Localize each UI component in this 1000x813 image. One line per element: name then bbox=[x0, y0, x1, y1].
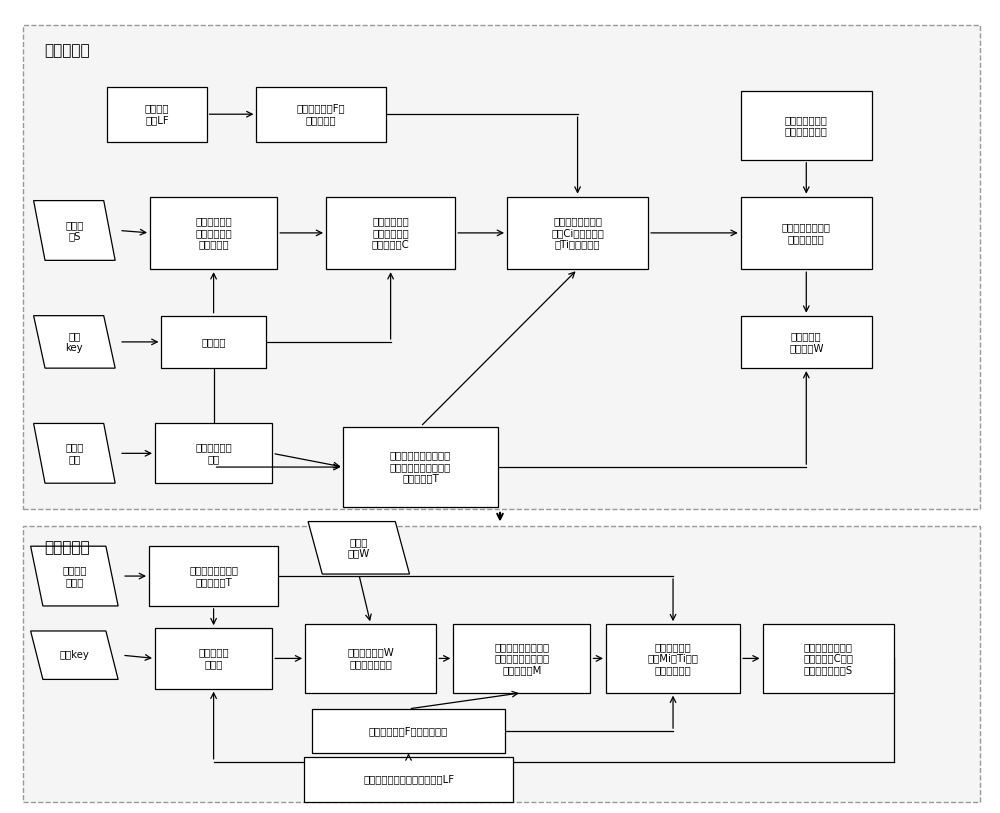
Text: 确定规则: 确定规则 bbox=[201, 337, 226, 347]
FancyBboxPatch shape bbox=[23, 526, 980, 802]
FancyBboxPatch shape bbox=[326, 197, 455, 269]
FancyBboxPatch shape bbox=[149, 546, 278, 606]
Text: 根据规则得到随写
文本文字列T: 根据规则得到随写 文本文字列T bbox=[189, 565, 238, 587]
Text: 建立一个只有根
节点的随写树丛: 建立一个只有根 节点的随写树丛 bbox=[785, 115, 828, 137]
Text: 提取过程：: 提取过程： bbox=[45, 540, 90, 554]
Text: 根据规则将二
进制串分段得
到分段序列C: 根据规则将二 进制串分段得 到分段序列C bbox=[372, 216, 409, 250]
FancyBboxPatch shape bbox=[741, 91, 872, 160]
FancyBboxPatch shape bbox=[23, 24, 980, 509]
FancyBboxPatch shape bbox=[453, 624, 590, 693]
FancyBboxPatch shape bbox=[155, 424, 272, 483]
Text: 随机选择载体
文本: 随机选择载体 文本 bbox=[195, 442, 232, 464]
Text: 嵌入过程：: 嵌入过程： bbox=[45, 43, 90, 59]
FancyBboxPatch shape bbox=[150, 197, 277, 269]
FancyBboxPatch shape bbox=[312, 709, 505, 754]
Text: 密鑰
key: 密鑰 key bbox=[66, 331, 83, 353]
FancyBboxPatch shape bbox=[155, 628, 272, 689]
Text: 根据规则标
识树丛为W: 根据规则标 识树丛为W bbox=[789, 331, 824, 353]
Polygon shape bbox=[31, 546, 118, 606]
Text: 层序遍历丛得到每一
层的一个元树，得到
元树标识列M: 层序遍历丛得到每一 层的一个元树，得到 元树标识列M bbox=[494, 641, 549, 675]
FancyBboxPatch shape bbox=[763, 624, 894, 693]
FancyBboxPatch shape bbox=[507, 197, 648, 269]
Text: 密鑰key: 密鑰key bbox=[59, 650, 89, 660]
Text: 依次将确定的元树
添加到树丛中: 依次将确定的元树 添加到树丛中 bbox=[782, 222, 831, 244]
Text: 模拟的载
体文本: 模拟的载 体文本 bbox=[62, 565, 87, 587]
FancyBboxPatch shape bbox=[305, 624, 436, 693]
Text: 根据规则依次
确定Mi、Ti对应
的二进制片段: 根据规则依次 确定Mi、Ti对应 的二进制片段 bbox=[648, 641, 699, 675]
Text: 建立元树空间F、并标识元树: 建立元树空间F、并标识元树 bbox=[369, 726, 448, 736]
FancyBboxPatch shape bbox=[107, 87, 207, 141]
Text: 依次确定由二进制
片段Ci和相应的文
字Ti对应的元树: 依次确定由二进制 片段Ci和相应的文 字Ti对应的元树 bbox=[551, 216, 604, 250]
FancyBboxPatch shape bbox=[161, 315, 266, 368]
FancyBboxPatch shape bbox=[256, 87, 386, 141]
Text: 根据规则对秘
密消息预处理
为二进制串: 根据规则对秘 密消息预处理 为二进制串 bbox=[195, 216, 232, 250]
Text: 随写树
标识W: 随写树 标识W bbox=[348, 537, 370, 559]
Text: 文本数
据库: 文本数 据库 bbox=[65, 442, 84, 464]
Text: 秘密消
息S: 秘密消 息S bbox=[65, 220, 84, 241]
Polygon shape bbox=[308, 522, 410, 574]
Text: 建立与发送方相同的特征空间LF: 建立与发送方相同的特征空间LF bbox=[363, 775, 454, 785]
Polygon shape bbox=[34, 315, 115, 368]
Text: 根据规则将树W
映射为随写树丛: 根据规则将树W 映射为随写树丛 bbox=[347, 648, 394, 669]
FancyBboxPatch shape bbox=[741, 197, 872, 269]
Text: 建立特征
空间LF: 建立特征 空间LF bbox=[145, 103, 169, 125]
Text: 连接二进制片段组
成二进制串C，并
转换为秘密消息S: 连接二进制片段组 成二进制串C，并 转换为秘密消息S bbox=[803, 641, 853, 675]
Polygon shape bbox=[31, 631, 118, 680]
Polygon shape bbox=[34, 201, 115, 260]
FancyBboxPatch shape bbox=[304, 758, 513, 802]
Text: 建立元树空间F、
并标识元树: 建立元树空间F、 并标识元树 bbox=[297, 103, 345, 125]
Polygon shape bbox=[34, 424, 115, 483]
FancyBboxPatch shape bbox=[343, 427, 498, 507]
FancyBboxPatch shape bbox=[741, 315, 872, 368]
FancyBboxPatch shape bbox=[606, 624, 740, 693]
Text: 根据密鑰确
定规则: 根据密鑰确 定规则 bbox=[198, 648, 229, 669]
Text: 根据规则载体文本确定
选择文字并重新组合成
随写文字列T: 根据规则载体文本确定 选择文字并重新组合成 随写文字列T bbox=[390, 450, 451, 484]
